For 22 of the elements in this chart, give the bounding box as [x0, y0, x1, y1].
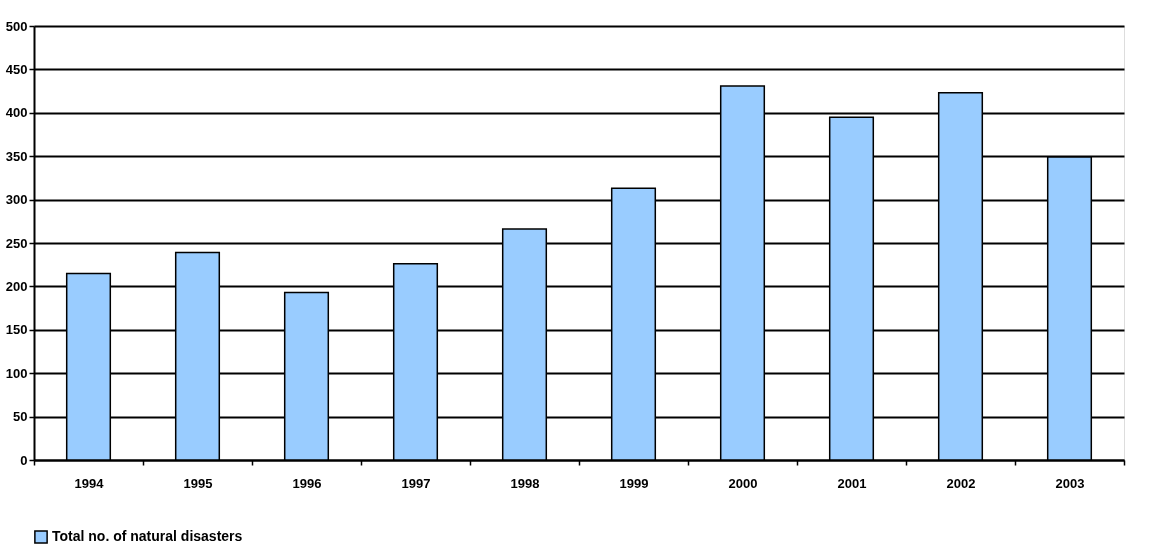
x-tick-label: 2000	[728, 475, 758, 491]
x-tick-label: 1995	[183, 475, 213, 491]
y-tick-label: 250	[5, 235, 28, 251]
x-tick-label: 1994	[74, 475, 105, 491]
y-tick-label: 200	[5, 278, 28, 294]
y-tick-label: 450	[5, 61, 28, 77]
legend-label: Total no. of natural disasters	[52, 528, 243, 544]
y-tick-label: 0	[20, 452, 28, 468]
x-tick-label: 2003	[1055, 475, 1085, 491]
y-tick-label: 500	[5, 18, 28, 34]
y-tick-label: 50	[13, 409, 28, 425]
y-tick-label: 300	[5, 192, 28, 208]
x-tick-label: 1999	[619, 475, 649, 491]
x-tick-label: 2001	[837, 475, 867, 491]
y-tick-label: 100	[5, 365, 28, 381]
x-tick-label: 1998	[510, 475, 540, 491]
x-tick-label: 1997	[401, 475, 431, 491]
x-tick-label: 2002	[946, 475, 976, 491]
y-tick-label: 150	[5, 322, 28, 338]
y-tick-label: 400	[5, 105, 28, 121]
x-tick-label: 1996	[292, 475, 322, 491]
y-tick-label: 350	[5, 148, 28, 164]
